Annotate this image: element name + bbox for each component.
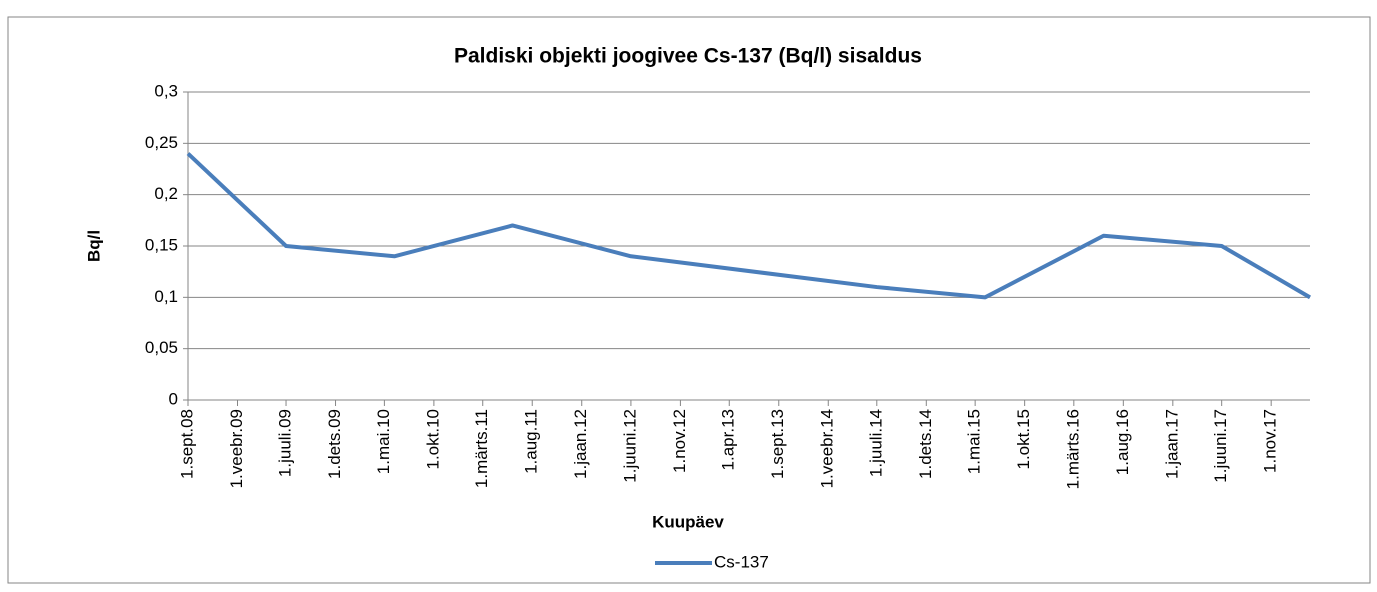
x-tick-label: 1.jaan.17	[1162, 409, 1181, 479]
x-tick-label: 1.juuli.09	[276, 409, 295, 477]
y-tick-label: 0,1	[154, 287, 178, 306]
y-tick-label: 0	[169, 389, 178, 408]
x-tick-label: 1.mai.10	[374, 409, 393, 474]
x-tick-label: 1.aug.16	[1113, 409, 1132, 475]
x-tick-label: 1.juuli.14	[866, 409, 885, 477]
x-tick-label: 1.okt.15	[1014, 409, 1033, 470]
x-tick-label: 1.märts.11	[472, 409, 491, 488]
x-tick-label: 1.aug.11	[522, 409, 541, 474]
x-tick-label: 1.jaan.12	[571, 409, 590, 479]
x-tick-label: 1.nov.17	[1261, 409, 1280, 473]
y-tick-label: 0,05	[145, 338, 178, 357]
x-tick-label: 1.apr.13	[719, 409, 738, 470]
x-tick-label: 1.juuni.17	[1211, 409, 1230, 483]
legend-label: Cs-137	[714, 552, 769, 571]
x-tick-label: 1.sept.13	[768, 409, 787, 479]
x-tick-label: 1.veebr.14	[818, 409, 837, 488]
chart-title: Paldiski objekti joogivee Cs-137 (Bq/l) …	[454, 45, 922, 68]
data-line	[186, 152, 1312, 300]
x-tick-label: 1.veebr.09	[227, 409, 246, 488]
x-axis-label: Kuupäev	[652, 512, 724, 531]
y-axis-label: Bq/l	[84, 230, 103, 262]
x-tick-label: 1.juuni.12	[620, 409, 639, 483]
x-tick-label: 1.dets.09	[325, 409, 344, 479]
x-tick-label: 1.mai.15	[965, 409, 984, 474]
x-tick-label: 1.märts.16	[1063, 409, 1082, 489]
y-tick-label: 0,15	[145, 235, 178, 254]
y-tick-label: 0,2	[154, 184, 178, 203]
y-tick-label: 0,25	[145, 133, 178, 152]
chart-border	[7, 16, 1371, 584]
x-tick-label: 1.nov.12	[670, 409, 689, 473]
x-tick-label: 1.sept.08	[177, 409, 196, 479]
x-tick-label: 1.dets.14	[916, 409, 935, 479]
x-tick-label: 1.okt.10	[423, 409, 442, 470]
y-tick-label: 0,3	[154, 81, 178, 100]
